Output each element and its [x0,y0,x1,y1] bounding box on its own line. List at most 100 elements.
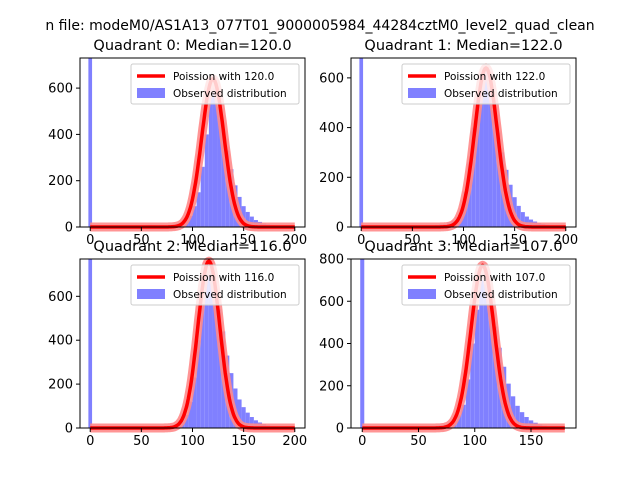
legend-box [130,264,300,306]
legend-bar-swatch [408,88,436,98]
x-tick-label: 0 [358,434,366,449]
hist-bar [488,301,493,428]
y-tick-label: 200 [48,174,73,189]
legend-bar-swatch [137,289,165,299]
legend-line-label: Poission with 122.0 [444,71,545,83]
hist-bar [208,97,213,227]
x-tick-label: 50 [133,434,150,449]
y-tick-label: 400 [48,128,73,143]
hist-bar [245,211,250,227]
y-tick-label: 600 [319,295,344,310]
hist-bar [510,396,516,428]
hist-bar [475,97,480,227]
hist-bar [516,205,521,227]
x-tick-label: 50 [410,434,427,449]
y-tick-label: 200 [319,379,344,394]
hist-bar [456,415,462,428]
legend-line-label: Poission with 116.0 [173,272,274,284]
legend-box [401,63,571,105]
legend-line-label: Poission with 107.0 [444,272,545,284]
y-tick-label: 600 [48,82,73,97]
hist-bar [221,129,226,227]
legend-bar-label: Observed distribution [444,289,558,301]
hist-bar-zero-spike [360,259,365,428]
hist-bar [188,401,193,428]
y-tick-label: 0 [65,221,73,236]
hist-bar [520,212,525,227]
panel-title: Quadrant 2: Median=116.0 [93,239,291,255]
hist-bar [184,414,189,428]
panel-0: 0 50 100 150 200 0 200 400 600 Poission with 120.… [48,38,307,248]
hist-bar [479,280,484,428]
hist-bar [249,417,254,428]
y-tick-label: 200 [48,378,73,393]
hist-bar [483,67,489,227]
histogram-panels: 0 50 100 150 200 0 200 400 600 Poission with 120.… [48,38,578,449]
y-tick-label: 0 [336,422,344,437]
y-tick-label: 0 [65,422,73,437]
hist-bar [479,77,484,227]
panel-title: Quadrant 3: Median=107.0 [364,239,562,255]
x-tick-label: 150 [231,434,256,449]
legend-bar-label: Observed distribution [173,289,287,301]
figure-suptitle: n file: modeM0/AS1A13_077T01_9000005984_… [45,18,594,34]
x-tick-label: 200 [553,233,578,248]
hist-bar [492,326,498,428]
hist-bar-zero-spike [359,58,364,227]
hist-bar [524,216,529,227]
hist-bar [188,215,193,227]
x-tick-label: 150 [231,233,256,248]
hist-bar-zero-spike [88,259,93,428]
x-tick-label: 50 [404,233,421,248]
panel-1: 0 50 100 150 200 0 200 400 600 Poission with 122.… [319,38,578,248]
y-tick-label: 200 [319,171,344,186]
x-tick-label: 200 [282,233,307,248]
hist-bar [470,343,475,428]
x-tick-label: 100 [451,233,476,248]
y-tick-label: 400 [48,334,73,349]
legend-bar-label: Observed distribution [173,88,287,100]
hist-bar [515,405,520,428]
legend-bar-swatch [408,289,436,299]
x-tick-label: 0 [86,434,94,449]
hist-bar [192,206,197,227]
hist-bar [524,417,529,428]
y-tick-label: 800 [319,253,344,268]
x-tick-label: 100 [180,233,205,248]
panel-title: Quadrant 0: Median=120.0 [93,38,291,54]
y-tick-label: 600 [48,290,73,305]
hist-bar [245,412,250,428]
x-tick-label: 150 [502,233,527,248]
hist-bar [471,127,476,227]
hist-bar [461,404,466,428]
panel-3: 0 50 100 150 0 200 400 600 800 Poission with 107.… [319,239,577,449]
y-tick-label: 400 [319,337,344,352]
panel-2: 0 50 100 150 200 0 200 400 600 Poission with 116.… [48,239,307,449]
legend-bar-label: Observed distribution [444,88,558,100]
legend-line-label: Poission with 120.0 [173,71,274,83]
hist-bar [208,269,213,428]
x-tick-label: 100 [462,434,487,449]
hist-bar [217,309,222,428]
hist-bar [241,407,246,428]
x-tick-label: 0 [357,233,365,248]
x-tick-label: 100 [180,434,205,449]
legend-box [401,264,571,306]
hist-bar [192,377,197,428]
hist-bar [212,287,218,428]
x-tick-label: 0 [86,233,94,248]
hist-bar [196,192,201,227]
hist-bar-zero-spike [88,58,93,227]
x-tick-label: 50 [133,233,150,248]
hist-bar [204,274,209,428]
hist-bar [237,399,242,428]
hist-bar [204,134,209,227]
hist-bar [217,106,222,227]
hist-bar [474,309,480,428]
y-tick-label: 0 [336,221,344,236]
hist-bar [200,305,205,428]
y-tick-label: 600 [319,71,344,86]
hist-bar [488,82,493,228]
hist-bar [465,379,471,428]
